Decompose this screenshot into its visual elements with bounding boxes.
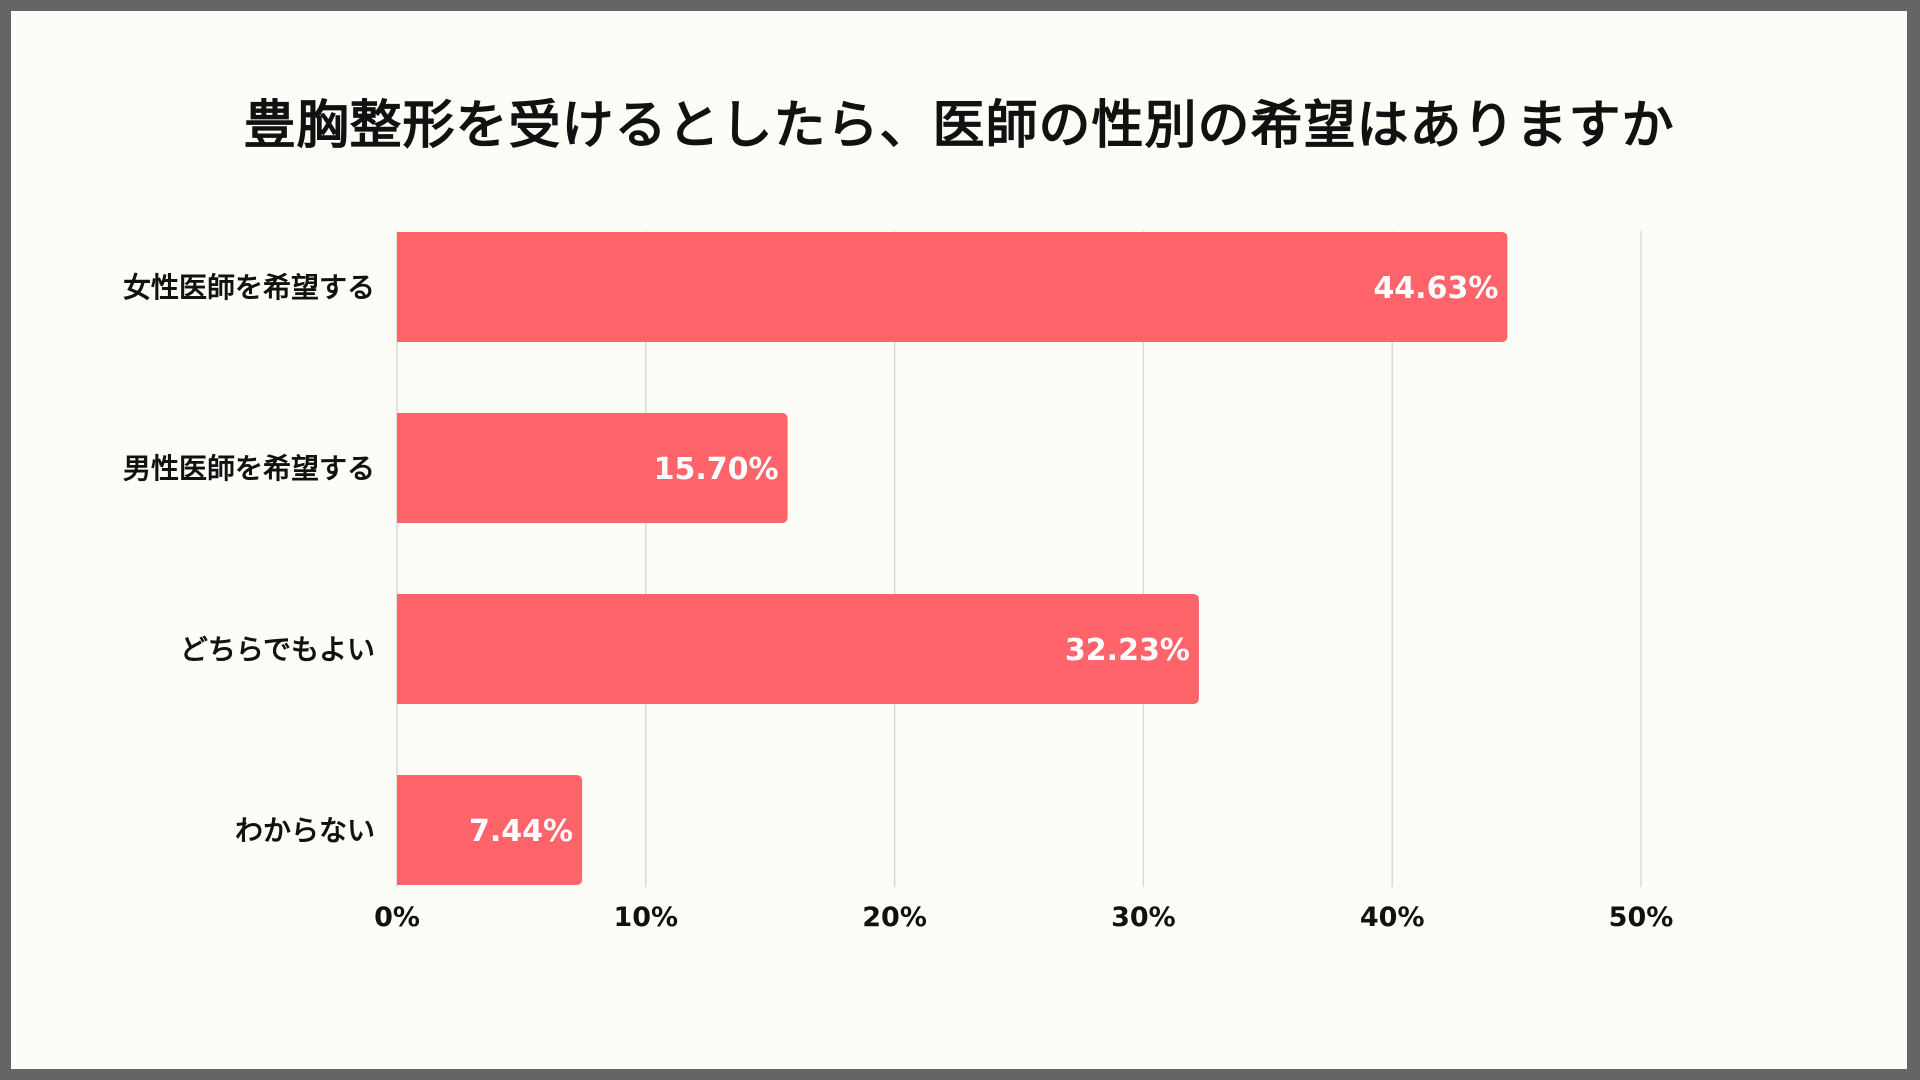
bar — [397, 413, 788, 523]
bar — [397, 775, 583, 885]
x-tick-label: 30% — [1111, 902, 1176, 933]
x-tick-label: 0% — [374, 902, 420, 933]
x-tick-label: 40% — [1360, 902, 1425, 933]
bars: 44.63% 15.70% 32.23% 7.44% — [397, 232, 1508, 885]
data-label: 32.23% — [1065, 633, 1190, 668]
chart-frame: 豊胸整形を受けるとしたら、医師の性別の希望はありますか 44.63% 15.70%… — [11, 11, 1907, 1069]
x-tick-label: 50% — [1609, 902, 1674, 933]
bar-chart: 44.63% 15.70% 32.23% 7.44% 女性医師を希望する男性医師を希望… — [123, 231, 1673, 933]
category-label: わからない — [235, 814, 375, 847]
x-tick-label: 20% — [862, 902, 927, 933]
category-label: どちらでもよい — [180, 633, 375, 666]
x-tick-label: 10% — [613, 902, 678, 933]
chart-title: 豊胸整形を受けるとしたら、医師の性別の希望はありますか — [243, 96, 1675, 156]
category-label: 男性医師を希望する — [123, 452, 375, 485]
data-label: 7.44% — [469, 814, 573, 849]
data-label: 44.63% — [1373, 271, 1498, 306]
data-label: 15.70% — [654, 452, 779, 487]
x-tick-labels: 0% 10% 20% 30% 40% 50% — [374, 902, 1673, 933]
bar — [397, 594, 1199, 704]
bar — [397, 232, 1508, 342]
category-label: 女性医師を希望する — [123, 271, 375, 304]
